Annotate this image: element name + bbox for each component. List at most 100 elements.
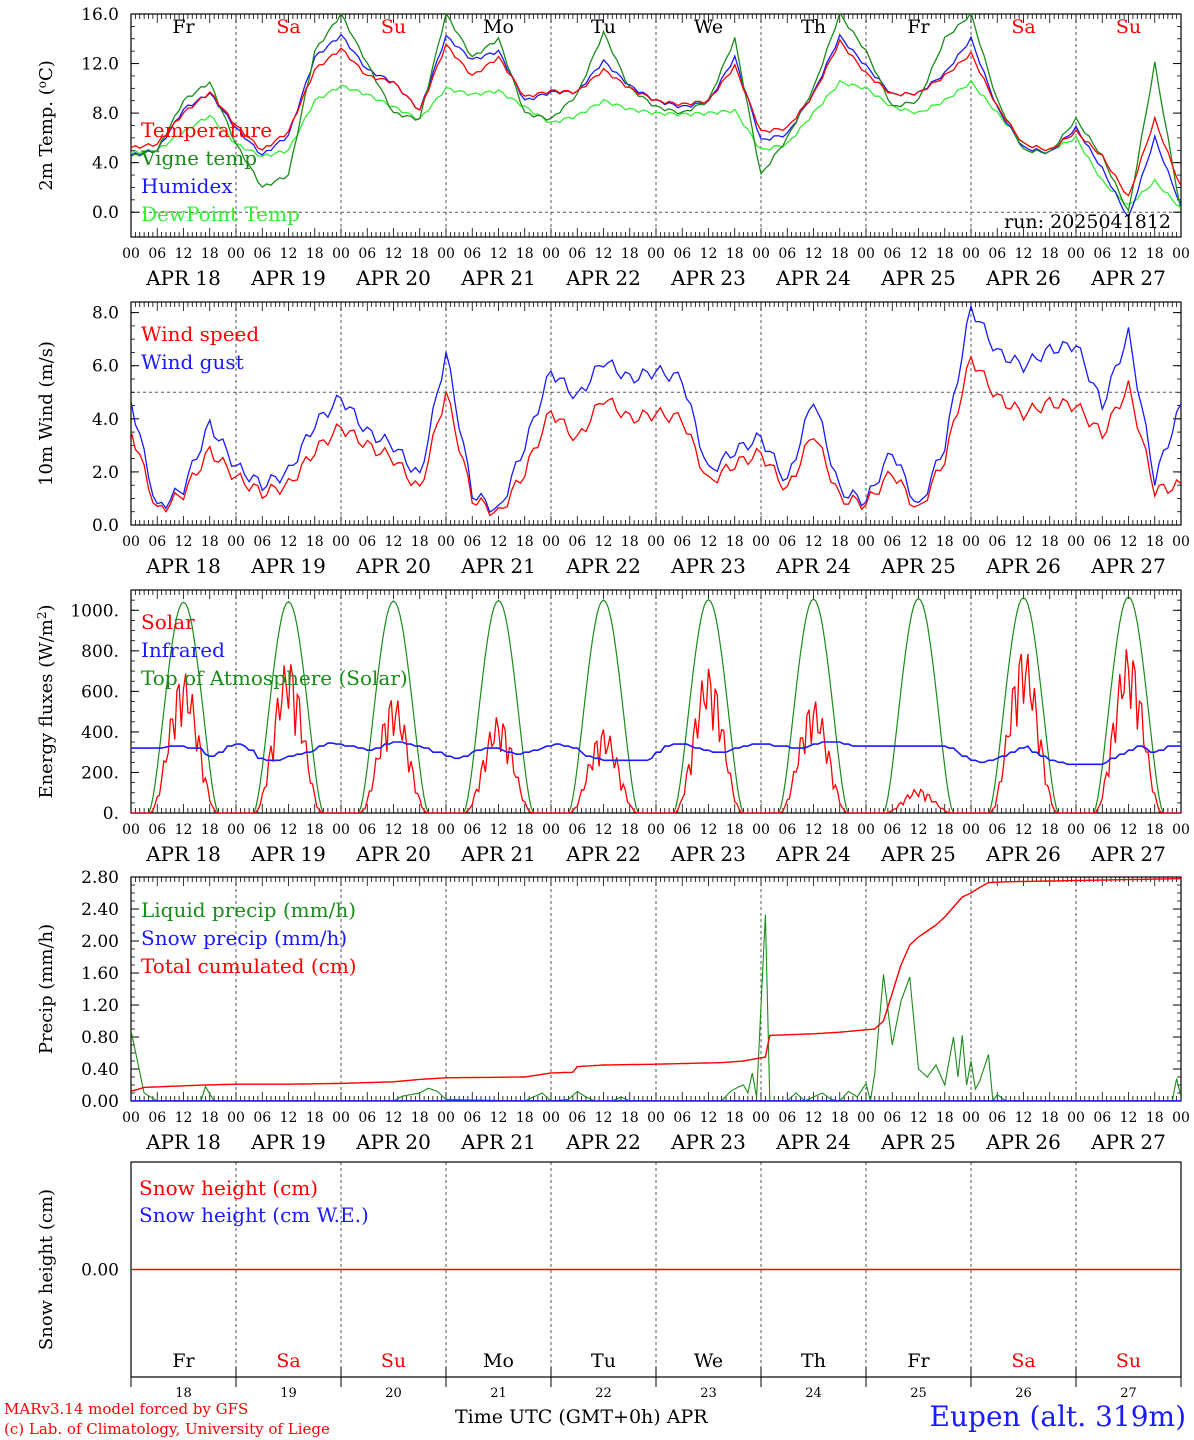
- day-number-label: 21: [490, 1386, 507, 1401]
- series-line-wind-gust: [131, 303, 1181, 513]
- model-credit: MARv3.14 model forced by GFS: [4, 1400, 249, 1418]
- day-label: APR 21: [460, 266, 536, 290]
- hour-tick-label: 12: [700, 534, 718, 550]
- day-number-label: 19: [280, 1386, 297, 1401]
- y-tick-label: 12.0: [81, 55, 119, 75]
- day-number-label: 25: [910, 1386, 927, 1401]
- hour-tick-label: 00: [962, 246, 980, 262]
- hour-tick-label: 12: [805, 822, 823, 838]
- hour-tick-label: 12: [910, 822, 928, 838]
- hour-tick-label: 06: [568, 822, 586, 838]
- hour-tick-label: 06: [253, 822, 271, 838]
- day-label: APR 22: [565, 554, 641, 578]
- panel-3: 0. 200. 400. 600. 800. 1000. Energy fluxes (W/…: [35, 589, 1190, 866]
- legend-entry: Vigne temp: [140, 146, 257, 170]
- hour-tick-label: 00: [227, 534, 245, 550]
- hour-tick-label: 00: [1067, 822, 1085, 838]
- hour-tick-label: 06: [778, 534, 796, 550]
- y-tick-label: 8.0: [92, 304, 119, 324]
- day-label: APR 23: [670, 842, 746, 866]
- hour-tick-label: 06: [1093, 246, 1111, 262]
- hour-tick-label: 06: [988, 534, 1006, 550]
- day-label: APR 26: [985, 554, 1061, 578]
- hour-tick-label: 18: [516, 534, 534, 550]
- day-label: APR 20: [355, 842, 431, 866]
- y-tick-label: 6.0: [92, 357, 119, 377]
- day-label: APR 25: [880, 842, 956, 866]
- hour-tick-label: 00: [1067, 1110, 1085, 1126]
- panel-5: 0.00 Snow height (cm) Fr Sa Su Mo Tu We Th Fr Sa Su…: [36, 1161, 1182, 1401]
- squared-mark: 2: [35, 611, 49, 619]
- hour-tick-label: 00: [227, 1110, 245, 1126]
- hour-tick-label: 00: [542, 1110, 560, 1126]
- hour-tick-label: 18: [1146, 822, 1164, 838]
- weekday-label: Sa: [276, 1350, 300, 1372]
- hour-tick-label: 06: [778, 822, 796, 838]
- hour-tick-label: 00: [752, 1110, 770, 1126]
- series-line-infrared: [131, 741, 1181, 766]
- day-number-label: 26: [1015, 1386, 1032, 1401]
- run-label: run: 2025041812: [1004, 211, 1171, 233]
- hour-tick-label: 18: [726, 822, 744, 838]
- day-label: APR 23: [670, 554, 746, 578]
- y-tick-label: 2.00: [81, 932, 119, 952]
- day-label: APR 23: [670, 1130, 746, 1154]
- hour-tick-label: 18: [306, 822, 324, 838]
- hour-tick-label: 18: [621, 534, 639, 550]
- day-label: APR 19: [250, 842, 326, 866]
- hour-tick-label: 12: [805, 246, 823, 262]
- y-tick-label: 0.40: [81, 1060, 119, 1080]
- hour-tick-label: 00: [857, 534, 875, 550]
- hour-tick-label: 06: [883, 246, 901, 262]
- hour-tick-label: 06: [883, 1110, 901, 1126]
- weekday-label: Sa: [1011, 16, 1035, 38]
- hour-tick-label: 12: [1015, 534, 1033, 550]
- hour-tick-label: 18: [1146, 534, 1164, 550]
- hour-tick-label: 00: [647, 246, 665, 262]
- series-group: [131, 303, 1181, 517]
- hour-tick-label: 06: [1093, 1110, 1111, 1126]
- hour-tick-label: 06: [358, 1110, 376, 1126]
- day-label: APR 19: [250, 554, 326, 578]
- hour-tick-label: 06: [1093, 822, 1111, 838]
- unit-text: ): [36, 604, 57, 611]
- legend-entry: Humidex: [141, 174, 233, 198]
- hour-tick-label: 18: [831, 822, 849, 838]
- hour-tick-label: 00: [1172, 534, 1190, 550]
- hour-tick-label: 18: [411, 534, 429, 550]
- hour-tick-label: 12: [595, 1110, 613, 1126]
- weekday-label: Sa: [276, 16, 300, 38]
- hour-tick-label: 00: [962, 1110, 980, 1126]
- hour-tick-label: 00: [122, 246, 140, 262]
- weekday-label: Fr: [907, 16, 930, 38]
- hour-tick-label: 06: [1093, 534, 1111, 550]
- hour-tick-label: 06: [148, 1110, 166, 1126]
- hour-tick-label: 12: [1015, 1110, 1033, 1126]
- day-label: APR 27: [1090, 266, 1166, 290]
- hour-tick-label: 18: [306, 1110, 324, 1126]
- hour-tick-label: 00: [752, 822, 770, 838]
- day-label: APR 19: [250, 266, 326, 290]
- y-tick-label: 16.0: [81, 5, 119, 25]
- hour-tick-label: 12: [1015, 822, 1033, 838]
- hour-tick-label: 12: [700, 1110, 718, 1126]
- hour-tick-label: 00: [122, 534, 140, 550]
- hour-tick-label: 06: [358, 246, 376, 262]
- day-label: APR 24: [775, 1130, 851, 1154]
- weekday-label: Mo: [483, 1350, 514, 1372]
- day-label: APR 27: [1090, 1130, 1166, 1154]
- hour-tick-label: 00: [647, 1110, 665, 1126]
- hour-tick-label: 00: [542, 822, 560, 838]
- hour-tick-label: 12: [595, 822, 613, 838]
- y-tick-label: 1.20: [81, 996, 119, 1016]
- hour-tick-label: 18: [831, 246, 849, 262]
- legend-entry: Snow height (cm): [139, 1176, 318, 1200]
- day-label: APR 26: [985, 266, 1061, 290]
- hour-tick-label: 18: [726, 534, 744, 550]
- day-label: APR 24: [775, 266, 851, 290]
- hour-tick-label: 18: [201, 822, 219, 838]
- panel-2: 0.0 2.0 4.0 6.0 8.0 10m Wind (m/s) 00 06 12 18 00 0…: [36, 301, 1190, 578]
- weekday-label: Th: [801, 1350, 826, 1372]
- weekday-label: Su: [381, 16, 406, 38]
- y-tick-label: 0.: [103, 804, 119, 824]
